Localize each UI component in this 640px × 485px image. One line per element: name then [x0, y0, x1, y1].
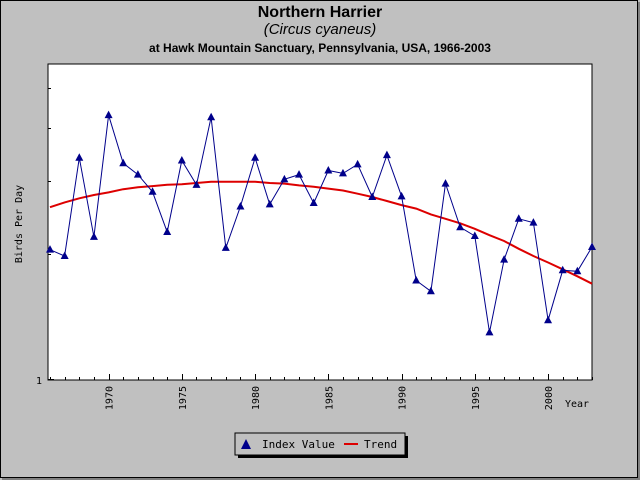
x-tick-label-1975: 1975 [178, 386, 189, 410]
x-tick-label-1985: 1985 [324, 386, 335, 410]
legend-box [234, 432, 406, 456]
index-marker-2003 [588, 242, 596, 251]
index-marker-1968 [75, 153, 84, 161]
index-marker-1971 [119, 158, 128, 167]
index-marker-1966 [46, 245, 54, 253]
index-marker-1975 [177, 156, 186, 164]
y-axis-label: Birds Per Day [14, 185, 25, 263]
index-marker-1992 [426, 286, 435, 295]
index-marker-1985 [324, 166, 333, 174]
index-marker-1967 [60, 251, 69, 259]
legend: Index Value Trend [234, 432, 408, 458]
index-marker-1976 [192, 180, 201, 188]
index-marker-1994 [456, 222, 465, 231]
index-marker-2000 [544, 315, 553, 324]
index-markers [46, 110, 596, 336]
index-marker-1987 [353, 159, 362, 168]
index-marker-1981 [265, 199, 274, 208]
x-tick-label-1995: 1995 [471, 386, 482, 410]
x-axis-label: Year [565, 399, 589, 410]
x-tick-label-1990: 1990 [398, 386, 409, 410]
x-tick-label-1980: 1980 [251, 386, 262, 410]
index-marker-1980 [251, 153, 260, 161]
index-marker-1989 [382, 150, 391, 159]
index-marker-1982 [280, 174, 289, 183]
y-tick-label: 1 [36, 376, 42, 387]
legend-index-label: Index Value [262, 438, 335, 451]
chart-border-shadow [638, 2, 640, 480]
index-marker-1977 [207, 112, 216, 121]
index-marker-1972 [133, 170, 142, 178]
x-tick-labels: 1970 1975 1980 1985 1990 1995 2000 [105, 386, 555, 410]
index-marker-1999 [529, 218, 538, 226]
index-marker-1988 [368, 192, 377, 200]
index-marker-1993 [441, 179, 450, 187]
plot-area [47, 63, 593, 381]
axis-ticks [48, 88, 593, 380]
index-marker-1978 [221, 243, 230, 251]
legend-trend-label: Trend [364, 438, 397, 451]
index-marker-1997 [500, 255, 509, 263]
chart-border-shadow-bottom [2, 478, 640, 480]
index-marker-1970 [104, 110, 113, 119]
index-marker-1991 [412, 275, 421, 284]
index-marker-1998 [514, 214, 523, 222]
index-marker-1983 [295, 170, 304, 178]
chart-subtitle: (Circus cyaneus) [264, 21, 377, 38]
index-marker-1986 [338, 168, 347, 177]
index-marker-1990 [397, 191, 406, 200]
chart-title: Northern Harrier [258, 4, 382, 21]
index-marker-1979 [236, 202, 245, 210]
legend-triangle-icon [241, 439, 251, 449]
index-marker-2002 [573, 266, 582, 275]
index-marker-1996 [485, 327, 494, 336]
index-marker-2001 [558, 265, 567, 274]
chart-location-subtitle: at Hawk Mountain Sanctuary, Pennsylvania… [149, 41, 491, 55]
index-marker-1973 [148, 187, 157, 195]
index-marker-1984 [309, 198, 318, 207]
index-marker-1969 [89, 232, 98, 240]
index-marker-1974 [163, 227, 172, 235]
x-tick-label-1970: 1970 [105, 386, 116, 410]
x-tick-label-2000: 2000 [544, 386, 555, 410]
index-marker-1995 [470, 231, 479, 240]
